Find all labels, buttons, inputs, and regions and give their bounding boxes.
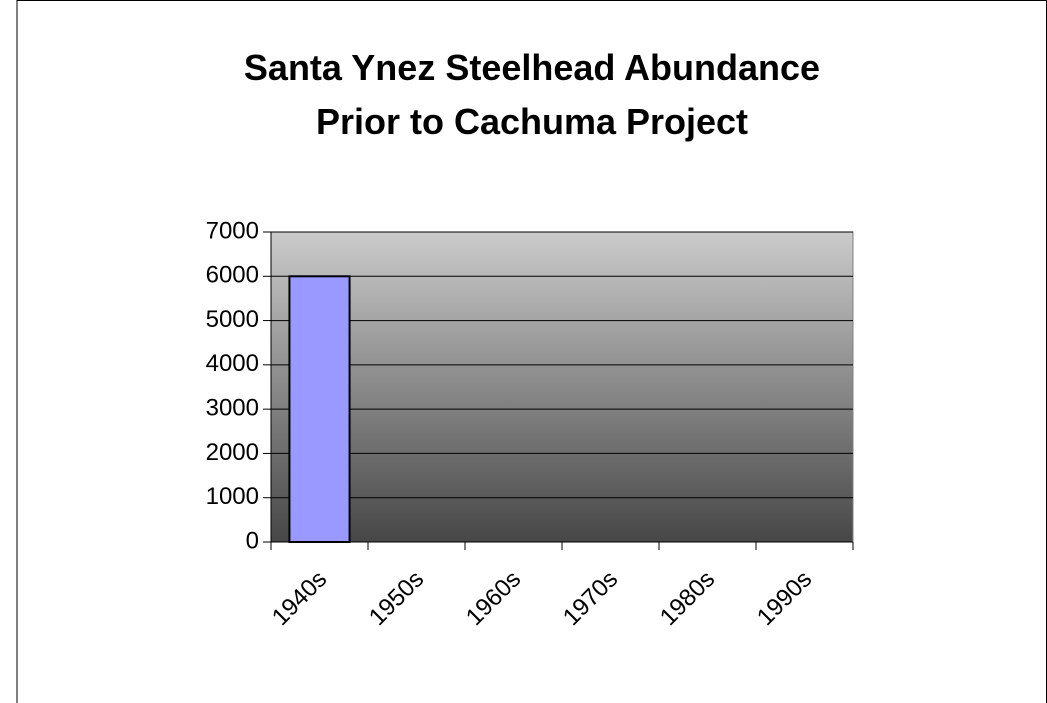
y-tick-label: 3000 [206, 394, 259, 421]
x-tick-label: 1980s [655, 566, 720, 631]
plot-area [270, 231, 854, 543]
y-tick-label: 5000 [206, 306, 259, 333]
x-tick-label: 1950s [364, 566, 429, 631]
y-tick-label: 0 [246, 527, 259, 554]
chart-title-line: Prior to Cachuma Project [316, 101, 748, 142]
y-tick-label: 1000 [206, 483, 259, 510]
x-tick-label: 1990s [752, 566, 817, 631]
y-tick-label: 6000 [206, 262, 259, 289]
y-tick-label: 7000 [206, 217, 259, 244]
y-tick-label: 4000 [206, 350, 259, 377]
y-tick-label: 2000 [206, 439, 259, 466]
x-tick-label: 1960s [461, 566, 526, 631]
x-tick-label: 1940s [267, 566, 332, 631]
bar [288, 275, 351, 543]
x-tick-label: 1970s [558, 566, 623, 631]
chart-title-line: Santa Ynez Steelhead Abundance [244, 47, 820, 88]
